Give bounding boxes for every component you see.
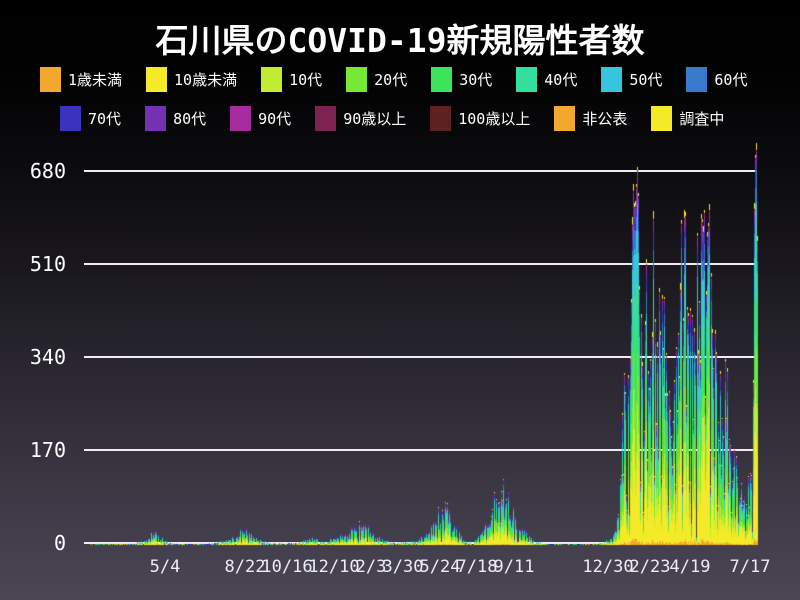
legend-swatch-40s xyxy=(516,67,538,92)
x-tick-label-7-17: 7/17 xyxy=(729,557,771,577)
legend-label: 20代 xyxy=(374,71,408,89)
x-tick-label-5-24: 5/24 xyxy=(419,557,461,577)
legend-item-over-90: 90歳以上 xyxy=(315,106,406,131)
legend-item-30s: 30代 xyxy=(431,67,492,92)
legend-item-10s: 10代 xyxy=(261,67,322,92)
x-tick-label-9-11: 9/11 xyxy=(493,557,535,577)
legend-swatch-under-1 xyxy=(40,67,61,92)
legend-label: 10代 xyxy=(289,71,323,89)
y-tick-label-340: 340 xyxy=(29,344,66,369)
legend-swatch-under-10 xyxy=(146,67,168,92)
legend-swatch-investigating xyxy=(651,106,673,131)
x-tick-label-7-18: 7/18 xyxy=(456,557,498,577)
legend-row-1: 1歳未満 10歳未満 10代 20代 30代 40代 50代 60代 xyxy=(40,67,747,92)
y-tick-label-680: 680 xyxy=(29,158,66,183)
legend-label: 30代 xyxy=(459,71,493,89)
x-tick-label-5-4: 5/4 xyxy=(149,557,181,577)
x-tick-label-8-22: 8/22 xyxy=(224,557,266,577)
y-tick-label-510: 510 xyxy=(29,251,66,276)
legend-swatch-70s xyxy=(60,106,81,131)
legend-swatch-30s xyxy=(431,67,453,92)
legend-item-under-1: 1歳未満 xyxy=(40,67,122,92)
legend-swatch-20s xyxy=(346,67,368,92)
legend-swatch-over-90 xyxy=(315,106,337,131)
legend-label: 60代 xyxy=(714,71,748,89)
legend-label: 90歳以上 xyxy=(343,110,407,128)
legend-swatch-60s xyxy=(686,67,708,92)
legend-label: 1歳未満 xyxy=(68,71,123,89)
x-tick-label-3-30: 3/30 xyxy=(382,557,424,577)
legend-swatch-50s xyxy=(601,67,623,92)
y-tick-label-0: 0 xyxy=(53,531,66,555)
legend-item-80s: 80代 xyxy=(145,106,206,131)
legend-item-undisclosed: 非公表 xyxy=(554,106,627,131)
legend-label: 10歳未満 xyxy=(174,71,238,89)
x-tick-label-4-19: 4/19 xyxy=(669,557,711,577)
legend-item-60s: 60代 xyxy=(686,67,747,92)
legend-label: 非公表 xyxy=(582,110,628,128)
legend-label: 70代 xyxy=(88,110,122,128)
legend-label: 調査中 xyxy=(679,110,725,128)
legend-swatch-80s xyxy=(145,106,167,131)
legend-item-50s: 50代 xyxy=(601,67,662,92)
legend-label: 80代 xyxy=(173,110,207,128)
legend-item-70s: 70代 xyxy=(60,106,121,131)
legend-row-2: 70代 80代 90代 90歳以上 100歳以上 非公表 調査中 xyxy=(60,106,724,131)
legend-item-20s: 20代 xyxy=(346,67,407,92)
x-tick-label-12-30: 12/30 xyxy=(582,557,634,577)
legend-item-over-100: 100歳以上 xyxy=(430,106,530,131)
x-tick-label-10-16: 10/16 xyxy=(261,557,313,577)
legend-swatch-over-100 xyxy=(430,106,452,131)
legend-label: 50代 xyxy=(629,71,663,89)
legend-item-investigating: 調査中 xyxy=(651,106,724,131)
legend-swatch-90s xyxy=(230,106,252,131)
legend-item-under-10: 10歳未満 xyxy=(146,67,237,92)
y-tick-label-170: 170 xyxy=(29,437,66,462)
legend-label: 90代 xyxy=(258,110,292,128)
x-tick-label-2-3: 2/3 xyxy=(355,557,387,577)
legend-item-90s: 90代 xyxy=(230,106,291,131)
legend-label: 40代 xyxy=(544,71,578,89)
x-tick-label-12-10: 12/10 xyxy=(308,557,360,577)
legend-label: 100歳以上 xyxy=(458,110,531,128)
legend-swatch-undisclosed xyxy=(554,106,576,131)
x-tick-label-2-23: 2/23 xyxy=(629,557,671,577)
legend-swatch-10s xyxy=(261,67,283,92)
legend-item-40s: 40代 xyxy=(516,67,577,92)
